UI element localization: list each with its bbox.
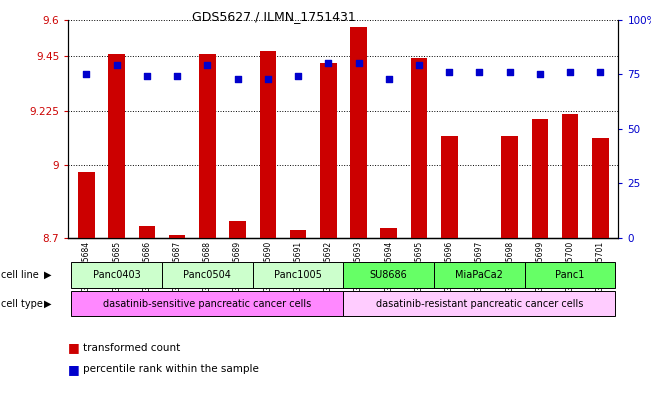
Bar: [434, 262, 525, 288]
Point: [111, 62, 122, 69]
Bar: [343, 291, 615, 316]
Bar: [253, 262, 343, 288]
Point: [383, 75, 394, 82]
Bar: [78, 172, 95, 238]
Point: [565, 69, 575, 75]
Bar: [72, 262, 162, 288]
Bar: [525, 262, 615, 288]
Bar: [162, 262, 253, 288]
Bar: [72, 291, 343, 316]
Point: [353, 60, 364, 66]
Text: Panc1005: Panc1005: [274, 270, 322, 280]
Bar: [441, 136, 458, 238]
Point: [414, 62, 424, 69]
Text: Panc0504: Panc0504: [184, 270, 231, 280]
Bar: [532, 119, 548, 238]
Bar: [290, 230, 307, 238]
Point: [232, 75, 243, 82]
Bar: [380, 228, 397, 238]
Point: [142, 73, 152, 79]
Text: ■: ■: [68, 341, 80, 354]
Bar: [260, 51, 276, 238]
Bar: [320, 63, 337, 238]
Bar: [343, 262, 434, 288]
Text: ■: ■: [68, 363, 80, 376]
Point: [323, 60, 333, 66]
Text: ▶: ▶: [44, 299, 52, 309]
Text: MiaPaCa2: MiaPaCa2: [456, 270, 503, 280]
Bar: [139, 226, 155, 238]
Bar: [109, 53, 125, 238]
Point: [534, 71, 545, 77]
Bar: [229, 221, 246, 238]
Point: [444, 69, 454, 75]
Text: cell type: cell type: [1, 299, 42, 309]
Bar: [350, 27, 367, 238]
Text: GDS5627 / ILMN_1751431: GDS5627 / ILMN_1751431: [191, 10, 355, 23]
Point: [202, 62, 213, 69]
Text: dasatinib-resistant pancreatic cancer cells: dasatinib-resistant pancreatic cancer ce…: [376, 299, 583, 309]
Text: dasatinib-sensitive pancreatic cancer cells: dasatinib-sensitive pancreatic cancer ce…: [104, 299, 312, 309]
Point: [262, 75, 273, 82]
Text: SU8686: SU8686: [370, 270, 408, 280]
Bar: [592, 138, 609, 238]
Point: [81, 71, 92, 77]
Bar: [562, 114, 578, 238]
Point: [172, 73, 182, 79]
Bar: [169, 235, 186, 238]
Text: Panc0403: Panc0403: [93, 270, 141, 280]
Text: cell line: cell line: [1, 270, 38, 280]
Text: Panc1: Panc1: [555, 270, 585, 280]
Point: [474, 69, 484, 75]
Bar: [501, 136, 518, 238]
Text: ▶: ▶: [44, 270, 52, 280]
Point: [293, 73, 303, 79]
Text: percentile rank within the sample: percentile rank within the sample: [83, 364, 259, 375]
Point: [595, 69, 605, 75]
Bar: [411, 59, 427, 238]
Point: [505, 69, 515, 75]
Text: transformed count: transformed count: [83, 343, 180, 353]
Bar: [199, 53, 215, 238]
